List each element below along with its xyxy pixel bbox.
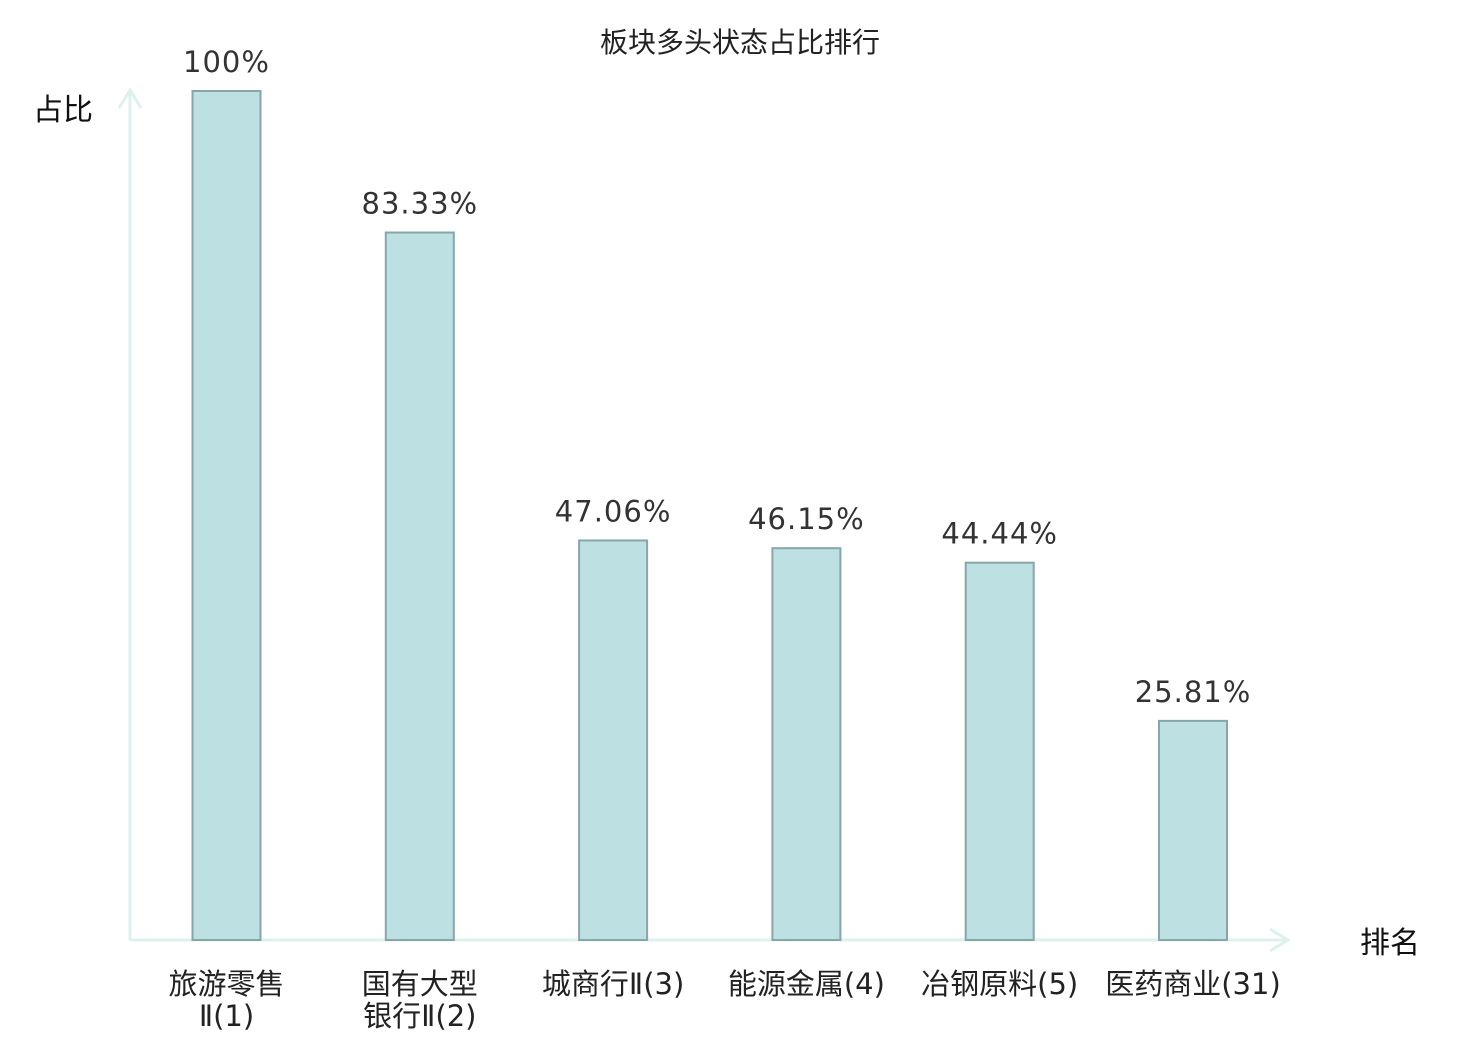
category-label-6: 医药商业(31) (1105, 967, 1281, 1001)
value-label-4: 46.15% (748, 502, 865, 536)
bar-2 (384, 231, 455, 941)
bar-4 (771, 547, 842, 942)
x-axis: 排名 (130, 926, 1420, 961)
bar-1 (191, 90, 262, 941)
category-label-5: 冶钢原料(5) (921, 967, 1078, 1001)
category-label-1: 旅游零售 Ⅱ(1) (168, 967, 284, 1033)
category-label-3: 城商行Ⅱ(3) (542, 967, 684, 1001)
category-label-2: 国有大型银行Ⅱ(2) (362, 967, 478, 1033)
value-label-5: 44.44% (941, 517, 1058, 551)
bar-series: 100% 旅游零售 Ⅱ(1) 83.33% 国有大型银行Ⅱ(2) 47.06% 城商行Ⅱ(3… (168, 45, 1280, 1033)
y-axis-label: 占比 (33, 93, 93, 128)
x-axis-label: 排名 (1360, 926, 1420, 961)
bar-3 (578, 539, 649, 941)
category-label-4: 能源金属(4) (728, 967, 885, 1001)
value-label-2: 83.33% (362, 187, 479, 221)
chart-title: 板块多头状态占比排行 (600, 26, 880, 59)
y-axis: 占比 (33, 87, 143, 940)
value-label-3: 47.06% (555, 494, 672, 528)
y-axis-arrow-icon (117, 87, 143, 109)
bar-6 (1158, 719, 1228, 942)
bar-5 (964, 561, 1035, 941)
x-axis-arrow-icon (1269, 927, 1291, 953)
value-label-1: 100% (183, 45, 270, 79)
value-label-6: 25.81% (1135, 675, 1252, 709)
